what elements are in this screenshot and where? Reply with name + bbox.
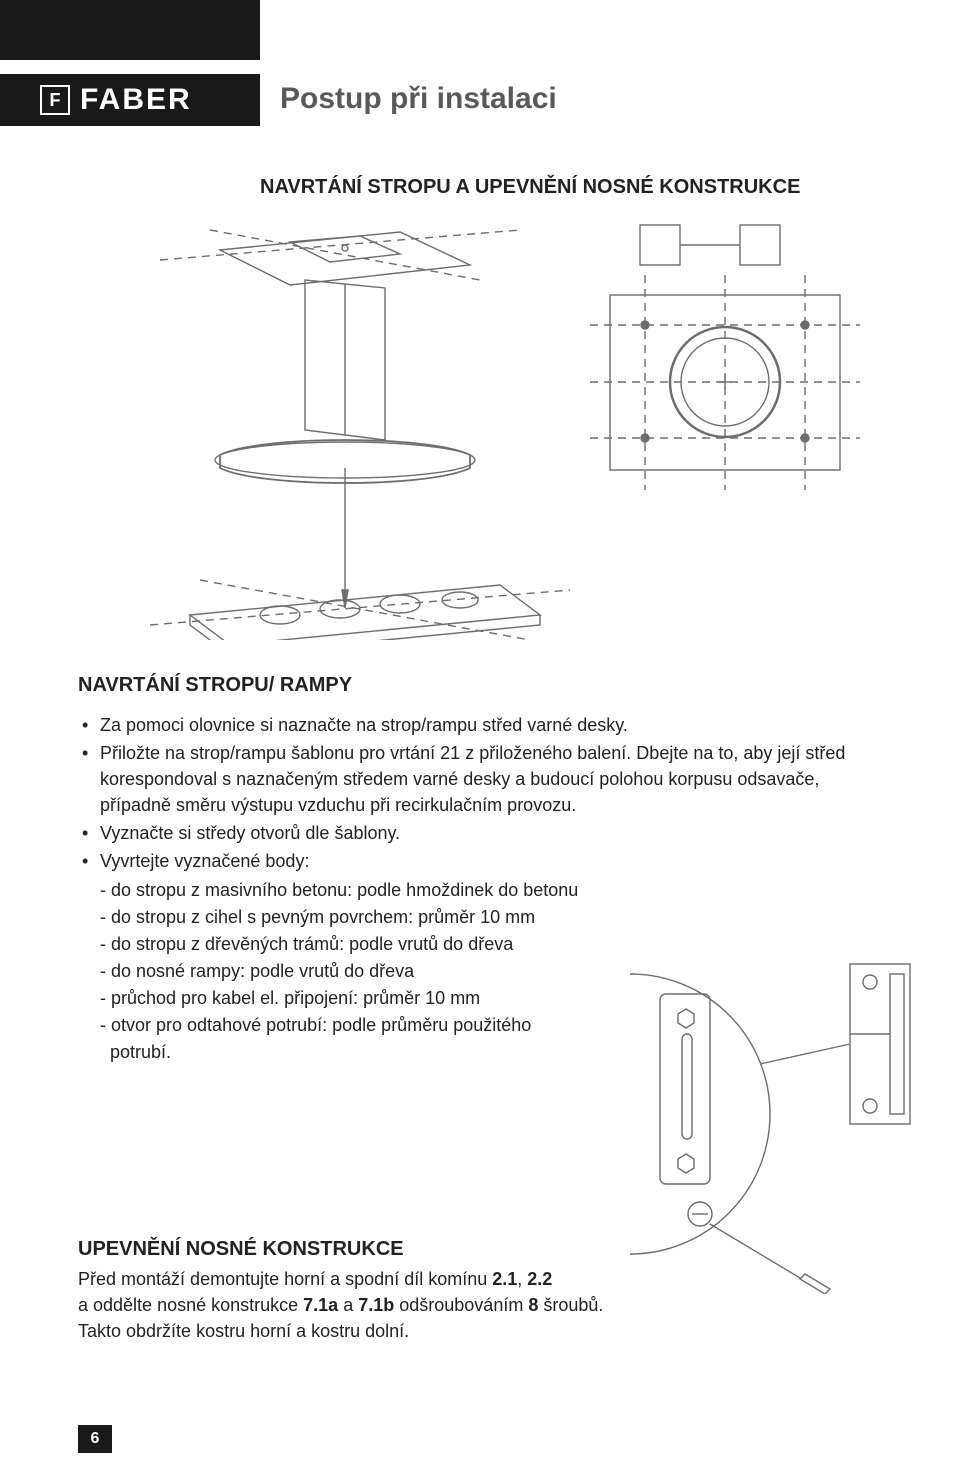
top-black-tab [0, 0, 260, 60]
logo-bar: F FABER [0, 74, 260, 126]
ref-bold: 7.1b [358, 1295, 394, 1315]
ref-bold: 7.1a [303, 1295, 338, 1315]
logo-icon: F [40, 85, 70, 115]
bullet-item: Vyvrtejte vyznačené body: [78, 848, 858, 874]
logo-brand: FABER [80, 83, 192, 117]
ref-bold: 2.2 [527, 1269, 552, 1289]
text: Takto obdržíte kostru horní a kostru dol… [78, 1321, 409, 1341]
bullet-item: Za pomoci olovnice si naznačte na strop/… [78, 712, 858, 738]
section-heading-mount: UPEVNĚNÍ NOSNÉ KONSTRUKCE [78, 1238, 404, 1261]
text: a [338, 1295, 358, 1315]
ref-bold: 2.1 [492, 1269, 517, 1289]
page-title: Postup při instalaci [280, 82, 557, 116]
text: šroubů. [538, 1295, 603, 1315]
figure-bracket-detail [630, 934, 930, 1294]
text: odšroubováním [394, 1295, 528, 1315]
bullet-item: Přiložte na strop/rampu šablonu pro vrtá… [78, 740, 858, 818]
figure-installation-diagram [100, 220, 860, 640]
ref-bold: 8 [528, 1295, 538, 1315]
page-number: 6 [78, 1425, 112, 1453]
sub-line: - do stropu z masivního betonu: podle hm… [100, 877, 858, 903]
text: a oddělte nosné konstrukce [78, 1295, 303, 1315]
bullet-item: Vyznačte si středy otvorů dle šablony. [78, 820, 858, 846]
sub-line: - do stropu z cihel s pevným povrchem: p… [100, 904, 858, 930]
text: Před montáží demontujte horní a spodní d… [78, 1269, 492, 1289]
section-heading-drill-ceiling: NAVRTÁNÍ STROPU A UPEVNĚNÍ NOSNÉ KONSTRU… [260, 176, 800, 199]
section-heading-drill-ramp: NAVRTÁNÍ STROPU/ RAMPY [78, 674, 352, 697]
text: , [517, 1269, 527, 1289]
